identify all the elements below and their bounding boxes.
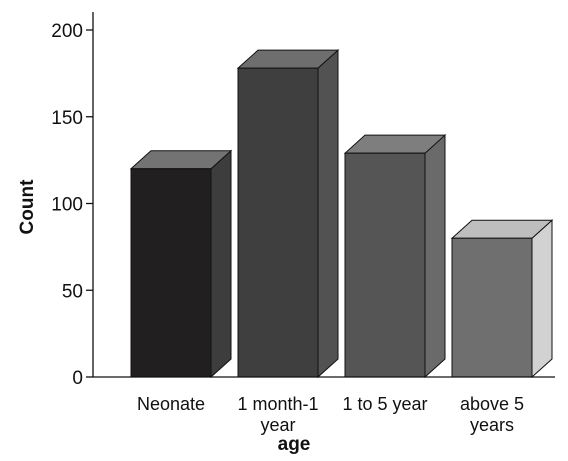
x-categories-group: Neonate 1 month-1 year 1 to 5 year above 5 ye… (137, 394, 524, 435)
x-tick-label: 1 to 5 year (342, 394, 427, 414)
bar (129, 149, 233, 379)
bar-front-face (130, 168, 212, 378)
bar (343, 134, 447, 379)
bar-side-face (317, 49, 339, 379)
x-tick-label: 1 month-1 year (237, 394, 318, 435)
y-tick-label: 200 (51, 21, 83, 42)
bar-front-face (344, 152, 426, 378)
x-axis-title: age (278, 434, 311, 455)
y-axis-title: Count (17, 179, 38, 235)
y-tick-label: 150 (51, 108, 83, 129)
bar-side-face (531, 219, 553, 379)
bar-front-face (237, 67, 319, 378)
y-tick-label: 50 (62, 281, 83, 302)
axes-group (92, 12, 555, 378)
x-tick-label: above 5 years (460, 394, 524, 435)
bar (236, 49, 340, 379)
bar-side-face (424, 134, 446, 379)
bar-front-face (451, 237, 533, 378)
bars-group (129, 49, 554, 379)
bar-side-face (210, 149, 232, 379)
x-tick-label: Neonate (137, 394, 205, 414)
y-tick-label: 0 (72, 368, 83, 389)
bar (450, 219, 554, 379)
y-tick-label: 100 (51, 195, 83, 216)
y-ticks-group: 0 50 100 150 200 (51, 21, 93, 389)
